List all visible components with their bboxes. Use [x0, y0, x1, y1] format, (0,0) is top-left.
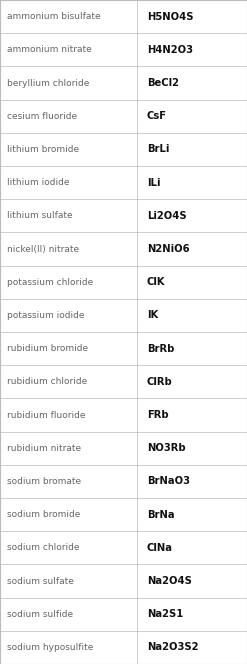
Text: Li2O4S: Li2O4S: [147, 210, 186, 221]
Text: IK: IK: [147, 310, 158, 321]
Text: rubidium nitrate: rubidium nitrate: [7, 444, 82, 453]
Text: ClNa: ClNa: [147, 542, 173, 553]
Text: NO3Rb: NO3Rb: [147, 443, 185, 454]
Text: ammonium bisulfate: ammonium bisulfate: [7, 12, 101, 21]
Text: ClK: ClK: [147, 277, 165, 288]
Text: Na2O3S2: Na2O3S2: [147, 642, 199, 653]
Text: rubidium chloride: rubidium chloride: [7, 377, 88, 386]
Text: H4N2O3: H4N2O3: [147, 44, 193, 55]
Text: sodium hyposulfite: sodium hyposulfite: [7, 643, 94, 652]
Text: rubidium fluoride: rubidium fluoride: [7, 410, 86, 420]
Text: potassium chloride: potassium chloride: [7, 278, 94, 287]
Text: Na2S1: Na2S1: [147, 609, 183, 620]
Text: potassium iodide: potassium iodide: [7, 311, 85, 320]
Text: H5NO4S: H5NO4S: [147, 11, 193, 22]
Text: lithium iodide: lithium iodide: [7, 178, 70, 187]
Text: sodium sulfate: sodium sulfate: [7, 576, 74, 586]
Text: N2NiO6: N2NiO6: [147, 244, 190, 254]
Text: CsF: CsF: [147, 111, 167, 122]
Text: cesium fluoride: cesium fluoride: [7, 112, 78, 121]
Text: BrLi: BrLi: [147, 144, 169, 155]
Text: lithium bromide: lithium bromide: [7, 145, 80, 154]
Text: sodium sulfide: sodium sulfide: [7, 610, 74, 619]
Text: ILi: ILi: [147, 177, 161, 188]
Text: BeCl2: BeCl2: [147, 78, 179, 88]
Text: BrNaO3: BrNaO3: [147, 476, 190, 487]
Text: sodium bromate: sodium bromate: [7, 477, 82, 486]
Text: beryllium chloride: beryllium chloride: [7, 78, 90, 88]
Text: lithium sulfate: lithium sulfate: [7, 211, 73, 220]
Text: sodium chloride: sodium chloride: [7, 543, 80, 552]
Text: ammonium nitrate: ammonium nitrate: [7, 45, 92, 54]
Text: nickel(II) nitrate: nickel(II) nitrate: [7, 244, 80, 254]
Text: FRb: FRb: [147, 410, 169, 420]
Text: BrNa: BrNa: [147, 509, 175, 520]
Text: rubidium bromide: rubidium bromide: [7, 344, 88, 353]
Text: Na2O4S: Na2O4S: [147, 576, 192, 586]
Text: ClRb: ClRb: [147, 376, 173, 387]
Text: BrRb: BrRb: [147, 343, 174, 354]
Text: sodium bromide: sodium bromide: [7, 510, 81, 519]
